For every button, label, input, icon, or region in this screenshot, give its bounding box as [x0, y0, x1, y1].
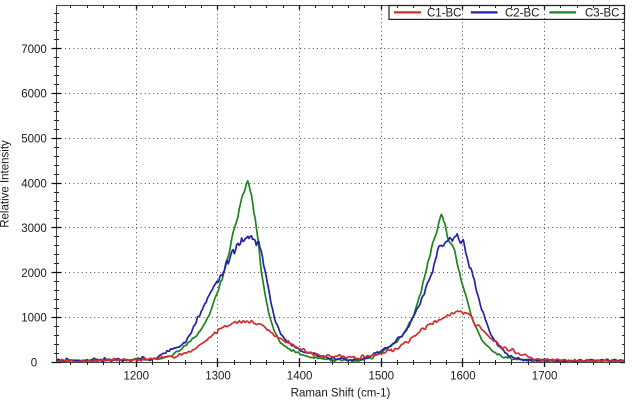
svg-text:2000: 2000 [21, 268, 47, 280]
svg-text:1500: 1500 [369, 371, 395, 383]
svg-text:Relative Intensity: Relative Intensity [0, 140, 12, 228]
svg-text:3000: 3000 [21, 223, 47, 235]
svg-text:1600: 1600 [450, 371, 476, 383]
svg-text:C3-BC: C3-BC [585, 7, 620, 19]
svg-text:1700: 1700 [532, 371, 558, 383]
svg-text:1300: 1300 [205, 371, 231, 383]
svg-text:6000: 6000 [21, 89, 47, 101]
svg-text:1200: 1200 [124, 371, 150, 383]
svg-text:7000: 7000 [21, 44, 47, 56]
svg-text:0: 0 [31, 357, 37, 369]
svg-text:1400: 1400 [287, 371, 313, 383]
svg-text:C2-BC: C2-BC [505, 7, 540, 19]
svg-text:5000: 5000 [21, 134, 47, 146]
svg-text:1000: 1000 [21, 313, 47, 325]
svg-text:4000: 4000 [21, 178, 47, 190]
svg-text:C1-BC: C1-BC [427, 7, 462, 19]
svg-text:Raman Shift (cm-1): Raman Shift (cm-1) [291, 388, 391, 400]
